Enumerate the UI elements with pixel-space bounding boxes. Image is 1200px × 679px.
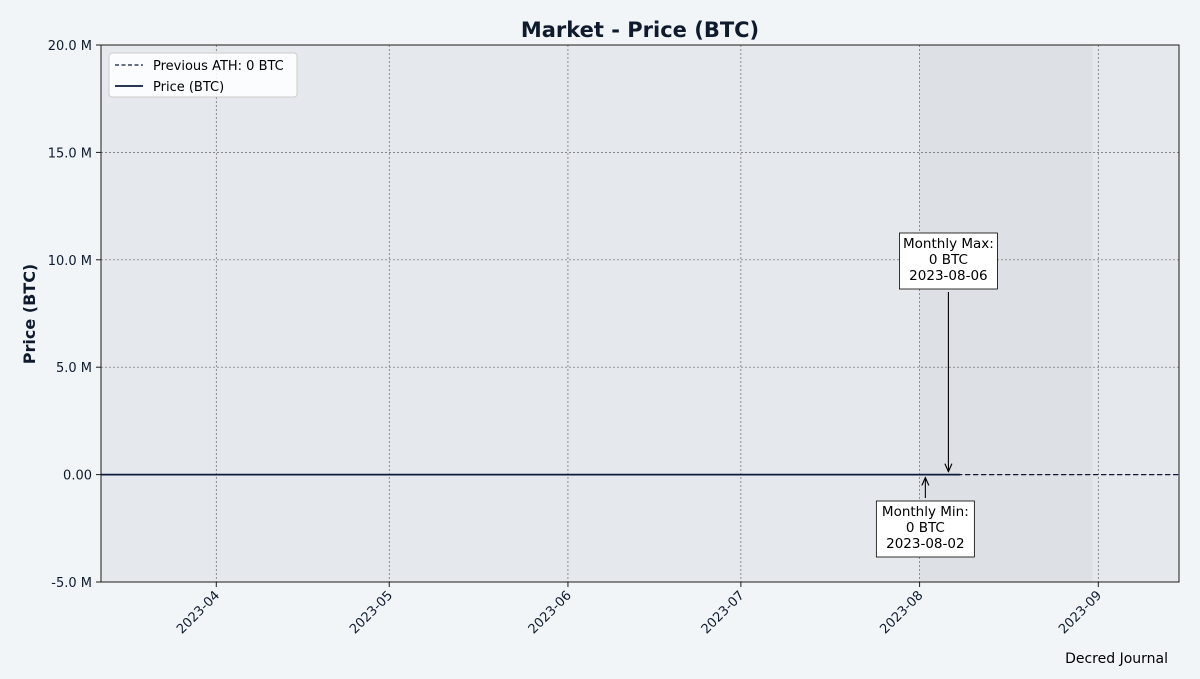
y-axis-label: Price (BTC) [20,264,39,364]
chart-title: Market - Price (BTC) [521,18,759,42]
x-tick-label: 2023-06 [526,588,575,637]
credit-text: Decred Journal [1065,651,1168,667]
annotation-box [875,500,975,558]
x-tick-label: 2023-08 [877,588,926,637]
annotation-box [899,232,998,290]
y-tick-label: 10.0 M [48,254,92,269]
x-tick-label: 2023-09 [1056,588,1105,637]
legend-box [108,52,298,98]
y-tick-label: 20.0 M [48,39,92,54]
annotation-text: 0 BTC [929,252,968,268]
annotation-text: 0 BTC [906,520,945,536]
y-tick-label: 15.0 M [48,146,92,161]
y-tick-label: 0.00 [63,469,92,484]
x-tick-label: 2023-05 [347,588,396,637]
legend: Previous ATH: 0 BTC Price (BTC) [108,52,298,98]
x-tick-label: 2023-07 [699,588,748,637]
legend-label: Price (BTC) [153,80,224,95]
legend-label: Previous ATH: 0 BTC [153,59,284,74]
y-tick-label: -5.0 M [51,576,92,591]
annotation-text: 2023-08-02 [886,536,964,552]
x-tick-label: 2023-04 [174,588,223,637]
annotation-text: Monthly Max: [903,236,994,252]
plot-frame [100,44,1180,583]
annotation-text: 2023-08-06 [909,268,987,284]
annotation-text: Monthly Min: [882,504,969,520]
y-tick-label: 5.0 M [56,361,92,376]
